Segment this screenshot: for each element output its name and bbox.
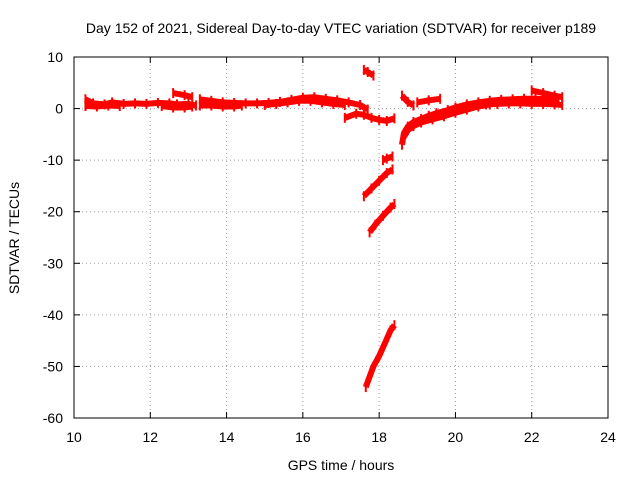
series-line bbox=[199, 102, 243, 110]
data-series bbox=[381, 151, 394, 166]
data-series bbox=[530, 85, 564, 103]
data-series bbox=[401, 99, 491, 142]
y-tick-label: 0 bbox=[55, 101, 63, 117]
x-tick-label: 10 bbox=[66, 429, 82, 445]
series-line bbox=[485, 100, 563, 108]
data-series bbox=[343, 108, 396, 126]
data-series bbox=[367, 198, 397, 238]
data-series bbox=[484, 98, 564, 110]
data-series bbox=[198, 100, 243, 112]
series-line bbox=[172, 90, 193, 101]
data-series bbox=[399, 90, 416, 111]
series-line bbox=[161, 103, 193, 111]
y-tick-label: -10 bbox=[43, 152, 63, 168]
data-series bbox=[416, 93, 442, 108]
y-tick-label: -60 bbox=[43, 410, 63, 426]
y-tick-label: -30 bbox=[43, 255, 63, 271]
series-line bbox=[401, 101, 491, 139]
data-series bbox=[160, 100, 194, 113]
chart-title: Day 152 of 2021, Sidereal Day-to-day VTE… bbox=[86, 20, 596, 36]
data-series bbox=[263, 95, 346, 110]
y-axis-label: SDTVAR / TECUs bbox=[6, 182, 22, 294]
ticks bbox=[73, 56, 609, 419]
data-series bbox=[361, 164, 395, 202]
x-tick-label: 18 bbox=[371, 429, 387, 445]
y-tick-label: 10 bbox=[47, 49, 63, 65]
x-tick-label: 20 bbox=[448, 429, 464, 445]
x-tick-label: 12 bbox=[142, 429, 158, 445]
plot-frame bbox=[73, 56, 609, 419]
x-tick-label: 14 bbox=[219, 429, 235, 445]
data-series bbox=[84, 100, 121, 112]
data-series bbox=[362, 320, 397, 393]
tick-labels: 10 12 14 16 18 20 22 24 -60 -50 -40 -30 -20 -10 0 10 bbox=[43, 49, 616, 445]
x-tick-label: 22 bbox=[524, 429, 540, 445]
data-series bbox=[362, 64, 376, 81]
x-axis-label: GPS time / hours bbox=[288, 457, 395, 473]
series-line bbox=[531, 87, 563, 101]
grid bbox=[74, 57, 608, 418]
plot-area bbox=[83, 64, 564, 393]
y-tick-label: -20 bbox=[43, 204, 63, 220]
series-line bbox=[85, 102, 120, 110]
data-series bbox=[172, 88, 194, 103]
x-tick-label: 16 bbox=[295, 429, 311, 445]
y-tick-label: -40 bbox=[43, 307, 63, 323]
y-tick-label: -50 bbox=[43, 358, 63, 374]
x-tick-label: 24 bbox=[600, 429, 616, 445]
series-line bbox=[264, 97, 346, 108]
